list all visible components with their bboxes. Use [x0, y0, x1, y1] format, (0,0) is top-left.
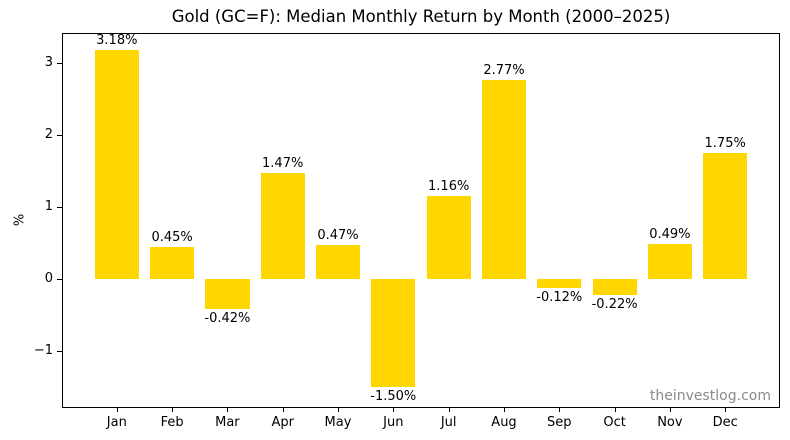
x-tick-mark-sep: [559, 408, 561, 412]
x-tick-mark-may: [338, 408, 339, 412]
bar-aug: [481, 79, 527, 280]
y-axis-label: %: [12, 213, 28, 227]
x-tick-mark-jan: [116, 408, 118, 412]
bar-value-label-aug: 2.77%: [483, 62, 525, 78]
x-tick-mark-mar: [227, 408, 229, 412]
x-tick-label-jul: Jul: [440, 415, 457, 430]
y-tick-label-3: 3: [44, 54, 53, 70]
bar-mar: [205, 279, 250, 310]
x-tick-label-oct: Oct: [603, 415, 626, 430]
y-tick-label-0: 0: [44, 270, 53, 286]
bar-nov: [647, 243, 693, 280]
bar-may: [315, 245, 361, 280]
y-tick-label-2: 2: [44, 126, 53, 142]
x-tick-mark-nov: [669, 408, 671, 412]
x-tick-label-aug: Aug: [491, 415, 517, 430]
y-tick-label-−1: −1: [33, 342, 53, 358]
bar-value-label-jun: -1.50%: [370, 389, 417, 405]
bar-sep: [537, 279, 582, 288]
x-tick-label-may: May: [324, 415, 352, 430]
bar-dec: [703, 153, 748, 280]
watermark: theinvestlog.com: [649, 388, 771, 404]
bar-apr: [260, 173, 305, 280]
y-tick-mark-−1: [57, 351, 62, 353]
bar-value-label-dec: 1.75%: [704, 136, 746, 152]
bar-value-label-oct: -0.22%: [591, 297, 638, 312]
bar-jan: [94, 50, 139, 280]
y-tick-mark-1: [57, 207, 62, 209]
bar-value-label-apr: 1.47%: [262, 156, 304, 172]
x-tick-label-sep: Sep: [547, 415, 572, 430]
bar-jun: [371, 279, 416, 388]
y-tick-label-1: 1: [44, 198, 53, 214]
x-tick-label-apr: Apr: [271, 415, 294, 430]
y-tick-mark-0: [57, 279, 62, 281]
x-tick-mark-feb: [172, 408, 174, 412]
bar-value-label-jan: 3.18%: [96, 33, 138, 49]
x-tick-mark-oct: [614, 408, 616, 412]
bar-jul: [426, 195, 471, 280]
bar-value-label-may: 0.47%: [317, 228, 359, 244]
chart-title: Gold (GC=F): Median Monthly Return by Mo…: [171, 7, 671, 26]
bar-value-label-mar: -0.42%: [204, 311, 251, 327]
x-tick-mark-apr: [282, 408, 284, 412]
x-tick-mark-jul: [448, 408, 450, 412]
x-tick-label-feb: Feb: [160, 415, 184, 430]
bar-value-label-sep: -0.12%: [536, 289, 583, 305]
x-tick-mark-dec: [725, 408, 727, 412]
x-tick-label-jun: Jun: [383, 415, 404, 430]
plot-area: theinvestlog.com: [62, 33, 780, 408]
bar-feb: [150, 246, 195, 280]
bar-value-label-nov: 0.49%: [649, 226, 691, 242]
x-tick-label-nov: Nov: [657, 415, 683, 430]
x-tick-label-jan: Jan: [106, 415, 127, 430]
y-tick-mark-2: [57, 135, 62, 137]
x-tick-mark-aug: [504, 408, 505, 412]
x-tick-label-dec: Dec: [712, 415, 738, 430]
bar-oct: [592, 279, 637, 295]
y-tick-mark-3: [57, 63, 62, 65]
x-tick-mark-jun: [393, 408, 395, 412]
bar-value-label-feb: 0.45%: [151, 229, 193, 245]
bar-value-label-jul: 1.16%: [428, 178, 470, 194]
x-tick-label-mar: Mar: [215, 415, 240, 430]
